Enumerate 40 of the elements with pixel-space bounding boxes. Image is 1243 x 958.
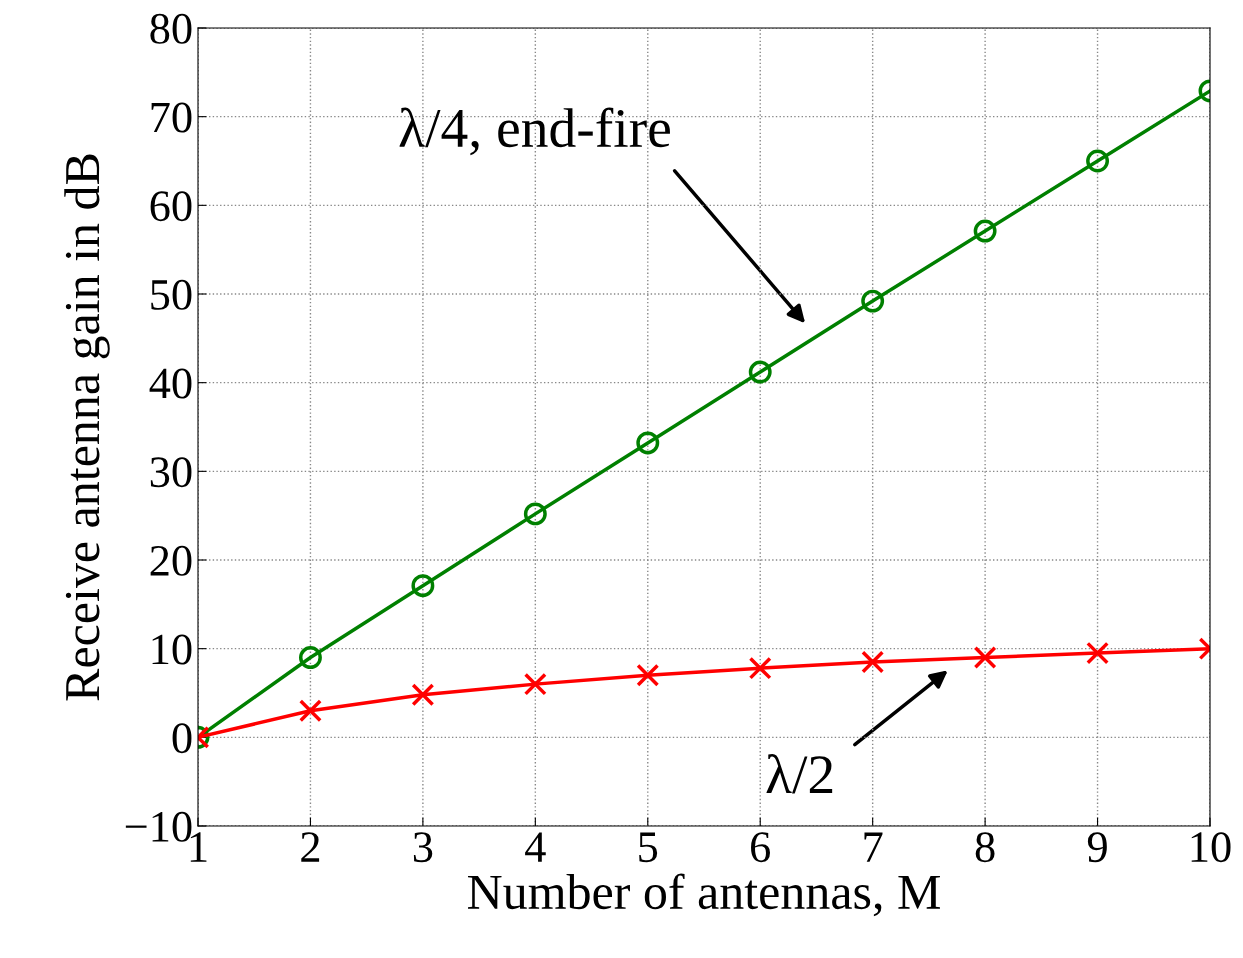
x-axis-title: Number of antennas, M	[467, 873, 940, 917]
point	[411, 683, 435, 707]
point	[973, 646, 997, 669]
x-tick-label: 1	[190, 832, 207, 862]
point	[411, 574, 435, 598]
y-tick-label: 80	[150, 13, 192, 44]
point	[973, 219, 997, 243]
x-tick-label: 2	[301, 832, 320, 862]
point	[1086, 149, 1110, 173]
x-tick-label: 6	[751, 832, 771, 863]
y-tick-label: 50	[151, 279, 192, 310]
annotation: λ/4, end-fire	[399, 107, 670, 156]
point	[298, 646, 322, 669]
x-tick-label: 8	[975, 832, 995, 863]
y-tick-label: 20	[150, 545, 192, 576]
point	[523, 672, 547, 696]
y-tick-label: 0	[172, 723, 192, 754]
x-tick-label: 4	[525, 832, 546, 862]
point	[861, 289, 885, 313]
y-tick-label: 10	[152, 634, 192, 665]
point	[748, 360, 772, 384]
x-tick-label: 5	[639, 832, 658, 863]
x-tick-label: 7	[864, 832, 883, 862]
x-tick-label: 10	[1191, 832, 1231, 863]
point	[636, 431, 660, 455]
point	[298, 699, 322, 723]
y-tick-label: −10	[125, 811, 192, 842]
point	[636, 663, 660, 687]
point	[1086, 641, 1110, 665]
y-tick-label: 40	[149, 368, 192, 399]
y-tick-label: 70	[151, 102, 192, 133]
annotation: λ/2	[766, 753, 833, 794]
point	[861, 650, 885, 674]
point	[748, 656, 772, 680]
x-tick-label: 9	[1087, 832, 1107, 863]
point	[523, 502, 547, 526]
y-axis-title: Receive antenna gain in dB	[64, 154, 110, 701]
y-tick-label: 60	[150, 191, 192, 222]
y-tick-label: 30	[150, 457, 192, 488]
x-tick-label: 3	[413, 832, 433, 863]
